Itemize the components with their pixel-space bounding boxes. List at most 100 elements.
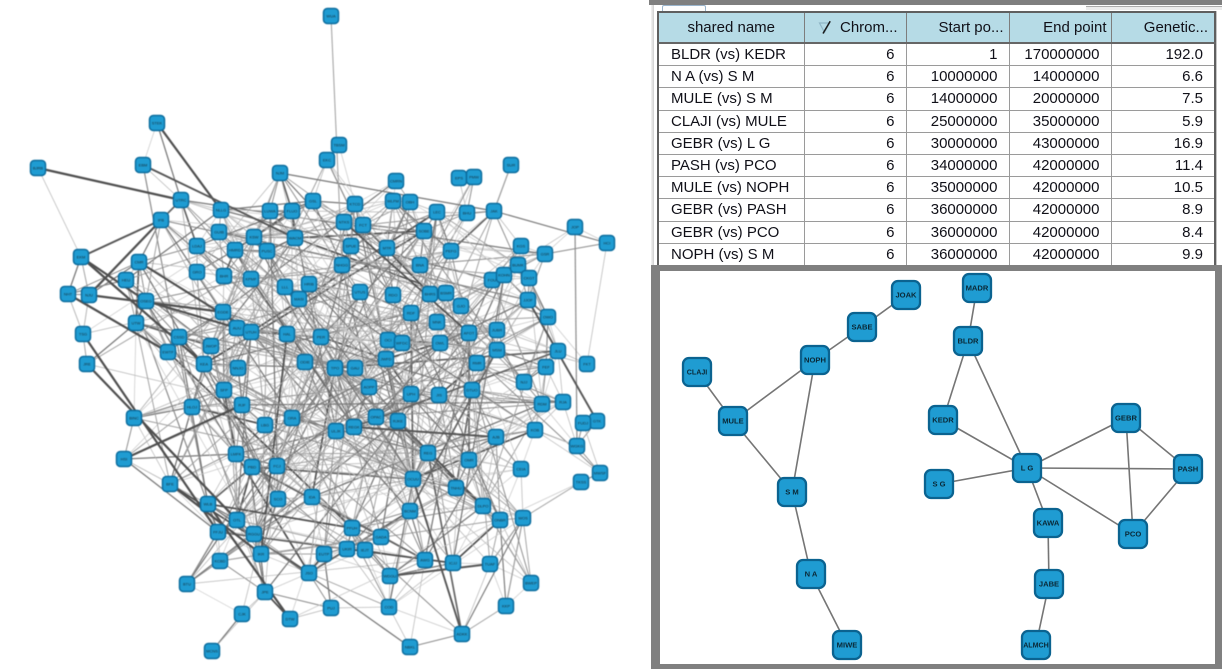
svg-text:RDO: RDO [389,293,398,298]
svg-text:LLL: LLL [282,285,289,290]
svg-text:KEA: KEA [200,362,208,367]
svg-text:SFP: SFP [220,388,228,393]
svg-text:TNHU: TNHU [450,486,461,491]
svg-text:OTL: OTL [233,518,242,523]
svg-text:LBG: LBG [261,423,269,428]
svg-text:IKR: IKR [258,552,265,557]
svg-text:JJOF: JJOF [523,298,533,303]
svg-text:UTUH: UTUH [245,330,256,335]
svg-text:WACM: WACM [289,236,302,241]
svg-text:JUBR: JUBR [492,328,503,333]
svg-text:REGK: REGK [348,425,360,430]
svg-text:JIS: JIS [436,393,442,398]
svg-text:PUSC: PUSC [261,249,272,254]
svg-text:LDAJ: LDAJ [192,244,202,249]
svg-text:FKT: FKT [583,362,591,367]
svg-text:ULJK: ULJK [331,429,341,434]
svg-text:OMR: OMR [464,458,473,463]
svg-text:GUIB: GUIB [214,230,224,235]
svg-text:ADKK: ADKK [457,632,468,637]
svg-text:GAU: GAU [351,366,360,371]
svg-text:MCNS: MCNS [206,649,218,654]
svg-text:IEJT: IEJT [361,548,370,553]
svg-text:RJF: RJF [238,403,246,408]
svg-text:NJJ: NJJ [521,380,528,385]
svg-text:BFE: BFE [166,482,174,487]
svg-text:EPS: EPS [455,176,463,181]
svg-text:STEK: STEK [152,121,163,126]
svg-text:AJB: AJB [492,435,500,440]
svg-text:FOU: FOU [488,278,497,283]
svg-text:WGKG: WGKG [571,444,584,449]
svg-text:CMR: CMR [134,260,143,265]
svg-text:OBH: OBH [406,200,415,205]
svg-text:CJK: CJK [238,612,246,617]
svg-text:TPO: TPO [331,366,339,371]
svg-text:NNJO: NNJO [233,366,244,371]
svg-text:LEC: LEC [433,210,441,215]
svg-text:MASI: MASI [294,297,304,302]
svg-text:BHR: BHR [220,274,229,279]
svg-text:NBKL: NBKL [405,645,416,650]
svg-text:TKSS: TKSS [576,480,587,485]
svg-text:GRO: GRO [192,270,201,275]
svg-text:MNK: MNK [433,320,442,325]
svg-text:NJM: NJM [276,171,284,176]
svg-text:MTR: MTR [383,246,392,251]
svg-text:RDM: RDM [537,402,546,407]
svg-text:JLU: JLU [554,349,561,354]
svg-text:WLB: WLB [204,502,213,507]
svg-text:BTU: BTU [183,582,191,587]
svg-text:WDGU: WDGU [384,574,397,579]
svg-text:KTCD: KTCD [350,202,361,207]
svg-text:WFDC: WFDC [396,341,408,346]
svg-text:ICJJ: ICJJ [449,561,457,566]
svg-text:CKGT: CKGT [523,276,535,281]
svg-text:BINC: BINC [129,416,139,421]
svg-text:RMR: RMR [472,361,481,366]
svg-text:ORA: ORA [288,416,297,421]
svg-text:HCI: HCI [604,241,611,246]
svg-text:WUA: WUA [326,14,336,19]
svg-text:PBD: PBD [248,465,256,470]
svg-text:IDA: IDA [309,495,316,500]
svg-text:BNA: BNA [416,263,425,268]
svg-text:EBM: EBM [139,163,148,168]
svg-text:DTUO: DTUO [466,388,477,393]
svg-text:AUU: AUU [233,326,242,331]
svg-text:GSR: GSR [541,252,550,257]
svg-text:GJO: GJO [457,304,465,309]
svg-text:PFUH: PFUH [347,526,358,531]
svg-text:UTUS: UTUS [355,290,366,295]
svg-text:GADA: GADA [375,535,387,540]
svg-text:HRIB: HRIB [304,282,314,287]
svg-text:SPUE: SPUE [346,244,357,249]
svg-text:COD: COD [385,605,394,610]
svg-text:HEU: HEU [122,278,131,283]
svg-text:PMW: PMW [469,175,479,180]
svg-text:ONBR: ONBR [494,518,506,523]
svg-text:FUDJ: FUDJ [578,421,588,426]
svg-text:OWL: OWL [435,341,445,346]
svg-text:BUMK: BUMK [512,263,524,268]
svg-text:EGDE: EGDE [217,310,229,315]
svg-text:RDF: RDF [407,311,416,316]
svg-text:CSSD: CSSD [173,335,184,340]
svg-text:CEIA: CEIA [516,467,526,472]
svg-text:AFOT: AFOT [464,331,475,336]
svg-text:JWOP: JWOP [205,344,217,349]
svg-text:NLLG: NLLG [216,208,226,213]
svg-text:JOP: JOP [571,225,579,230]
svg-text:OCUU: OCUU [407,477,419,482]
svg-text:KKP: KKP [502,604,510,609]
svg-text:BCNM: BCNM [404,509,416,514]
svg-text:HAL: HAL [283,332,292,337]
svg-text:AOPP: AOPP [363,385,374,390]
svg-text:HSI: HSI [121,457,128,462]
svg-text:KGS: KGS [517,244,526,249]
svg-text:DLPO: DLPO [478,504,489,509]
svg-text:BWEP: BWEP [525,581,537,586]
svg-text:DTW: DTW [285,617,294,622]
svg-text:JWFD: JWFD [380,357,391,362]
svg-text:ODIE: ODIE [300,360,310,365]
